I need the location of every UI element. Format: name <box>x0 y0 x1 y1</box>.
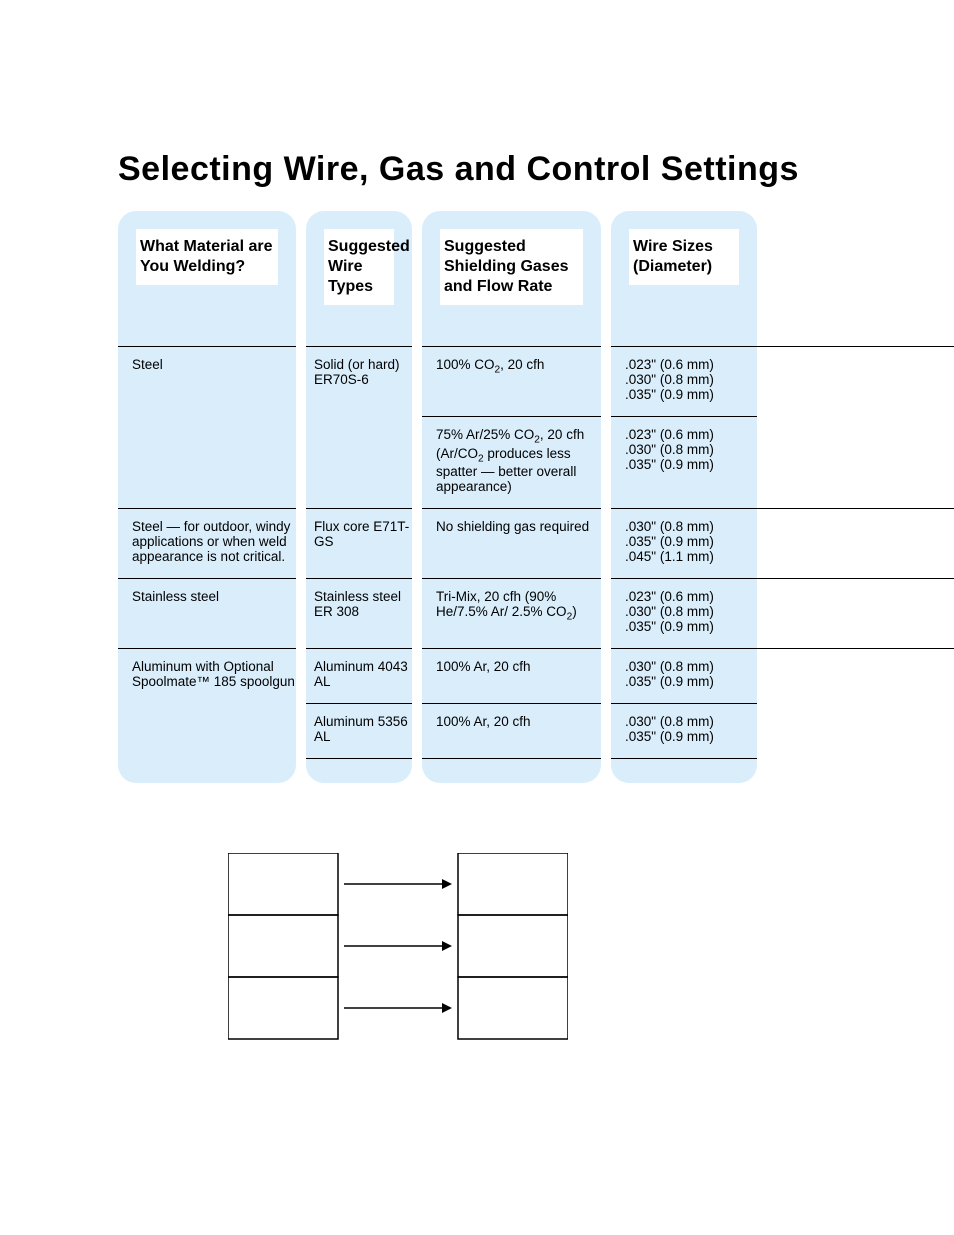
flow-box <box>228 853 338 915</box>
column-headers: What Material are You Welding? Suggested… <box>118 211 954 346</box>
cell-sizes: .030" (0.8 mm).035" (0.9 mm).045" (1.1 m… <box>611 509 757 579</box>
cell-sizes: .023" (0.6 mm).030" (0.8 mm).035" (0.9 m… <box>611 579 757 649</box>
cell-wire: Stainless steel ER 308 <box>306 579 422 649</box>
cell-wire: Aluminum 5356 AL <box>306 704 422 759</box>
col-wire-label: Suggested Wire Types <box>324 229 394 305</box>
welding-table: What Material are You Welding? Suggested… <box>118 211 954 783</box>
arrowhead-icon <box>442 1003 452 1013</box>
cell-material: Stainless steel <box>118 579 306 649</box>
arrowhead-icon <box>442 941 452 951</box>
cell-sizes: .023" (0.6 mm).030" (0.8 mm).035" (0.9 m… <box>611 347 757 417</box>
flow-box <box>458 915 568 977</box>
flow-diagram-svg <box>228 853 568 1043</box>
page-title: Selecting Wire, Gas and Control Settings <box>118 150 954 189</box>
cell-material: Steel <box>118 347 306 509</box>
cell-gas: No shielding gas required <box>422 509 611 579</box>
cell-sizes: .030" (0.8 mm).035" (0.9 mm) <box>611 704 757 759</box>
col-sizes-header: Wire Sizes (Diameter) <box>611 211 757 351</box>
arrowhead-icon <box>442 879 452 889</box>
column-caps <box>118 759 954 783</box>
table-row: Aluminum with Optional Spoolmate™ 185 sp… <box>118 649 954 704</box>
table-row: Steel — for outdoor, windy applications … <box>118 509 954 579</box>
flow-box <box>228 915 338 977</box>
cell-material: Steel — for outdoor, windy applications … <box>118 509 306 579</box>
col-material-header: What Material are You Welding? <box>118 211 296 351</box>
cell-gas: 100% Ar, 20 cfh <box>422 649 611 704</box>
welding-table-body: Steel Solid (or hard) ER70S-6 100% CO2, … <box>118 346 954 759</box>
cell-sizes: .023" (0.6 mm).030" (0.8 mm).035" (0.9 m… <box>611 417 757 509</box>
flow-diagram <box>228 853 568 1043</box>
cell-wire: Flux core E71T-GS <box>306 509 422 579</box>
cell-wire: Aluminum 4043 AL <box>306 649 422 704</box>
table-row: Steel Solid (or hard) ER70S-6 100% CO2, … <box>118 347 954 417</box>
cell-gas: 100% CO2, 20 cfh <box>422 347 611 417</box>
col-gas-label: Suggested Shielding Gases and Flow Rate <box>440 229 583 305</box>
flow-box <box>458 977 568 1039</box>
cell-gas: 100% Ar, 20 cfh <box>422 704 611 759</box>
flow-box <box>458 853 568 915</box>
col-sizes-label: Wire Sizes (Diameter) <box>629 229 739 285</box>
cell-sizes: .030" (0.8 mm).035" (0.9 mm) <box>611 649 757 704</box>
flow-box <box>228 977 338 1039</box>
col-wire-header: Suggested Wire Types <box>306 211 412 351</box>
cell-material: Aluminum with Optional Spoolmate™ 185 sp… <box>118 649 306 759</box>
table-row: Stainless steel Stainless steel ER 308 T… <box>118 579 954 649</box>
col-gas-header: Suggested Shielding Gases and Flow Rate <box>422 211 601 351</box>
col-material-label: What Material are You Welding? <box>136 229 278 285</box>
cell-wire: Solid (or hard) ER70S-6 <box>306 347 422 509</box>
cell-gas: 75% Ar/25% CO2, 20 cfh (Ar/CO2 produces … <box>422 417 611 509</box>
cell-gas: Tri-Mix, 20 cfh (90% He/7.5% Ar/ 2.5% CO… <box>422 579 611 649</box>
page: Selecting Wire, Gas and Control Settings… <box>0 0 954 1235</box>
